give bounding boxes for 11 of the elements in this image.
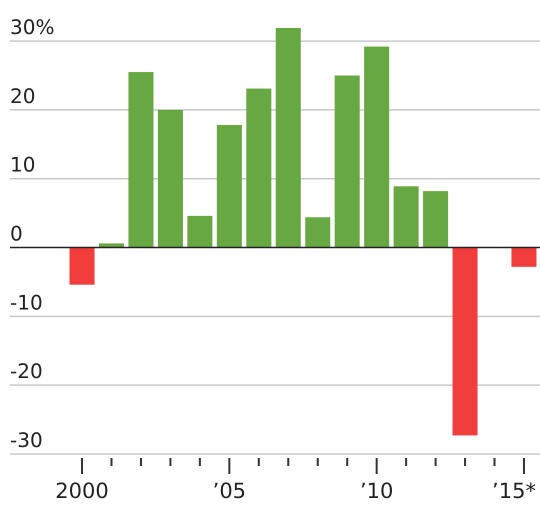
y-tick-label: -20: [10, 359, 43, 384]
x-tick-label: ’15*: [492, 479, 536, 503]
x-tick-label: ’05: [212, 479, 246, 503]
y-tick-label: 30%: [10, 15, 54, 40]
x-tick-label: 2000: [55, 479, 109, 503]
y-tick-label: -30: [10, 428, 43, 452]
y-tick-label: 10: [10, 152, 36, 177]
y-tick-label: 20: [10, 84, 36, 108]
y-tick-label: 0: [10, 222, 23, 246]
x-tick-label: ’10: [360, 479, 394, 503]
y-tick-label: -10: [10, 290, 43, 314]
